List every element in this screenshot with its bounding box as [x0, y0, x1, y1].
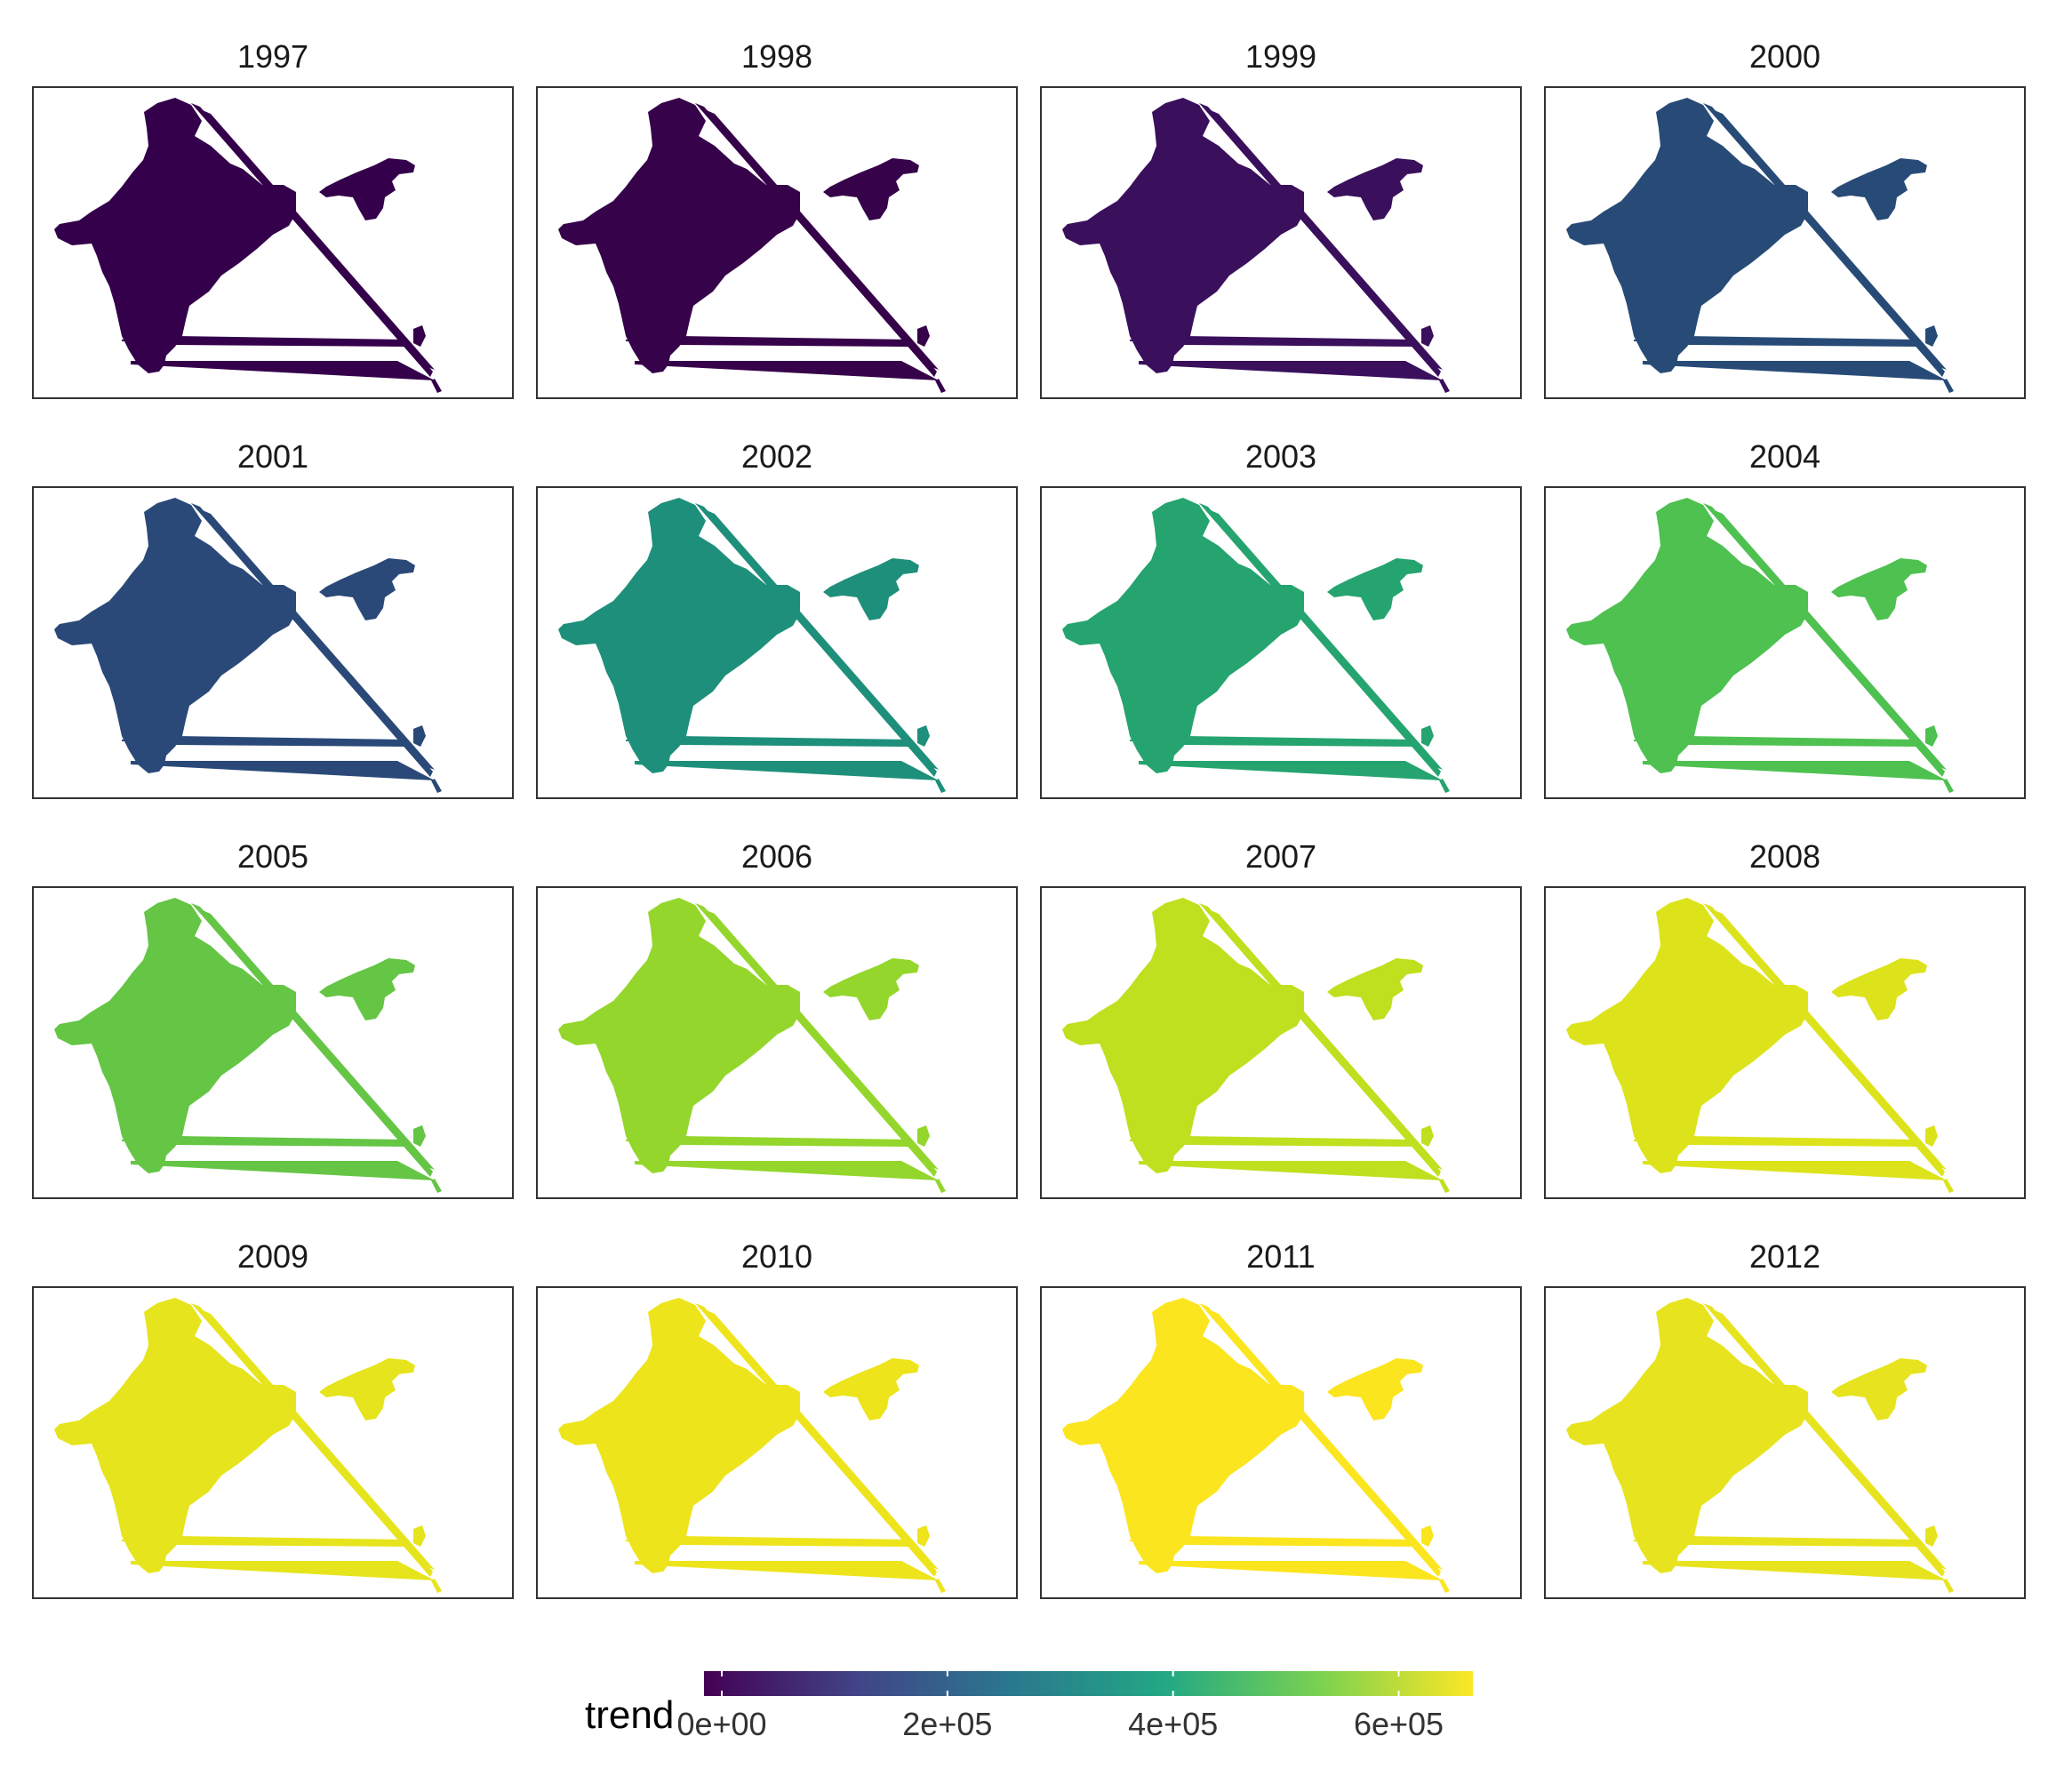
facet-panel-2005: 2005	[32, 838, 514, 1199]
colorbar-tick-label: 2e+05	[902, 1706, 992, 1742]
panel-border	[1544, 86, 2026, 399]
facet-title: 2011	[1246, 1238, 1315, 1275]
facet-panel-2010: 2010	[536, 1238, 1018, 1599]
india-map-region	[1062, 98, 1450, 393]
facet-panel-2004: 2004	[1544, 438, 2026, 799]
trend-colorbar-legend: trend 0e+00 2e+05 4e+05 6e+05	[585, 1671, 1473, 1742]
colorbar-tick-label: 0e+00	[676, 1706, 766, 1742]
india-map-region	[1062, 898, 1450, 1193]
facet-panel-2003: 2003	[1040, 438, 1522, 799]
india-map-region	[558, 1298, 946, 1593]
facet-panel-2008: 2008	[1544, 838, 2026, 1199]
india-map-region	[558, 898, 946, 1193]
facet-panel-1998: 1998	[536, 38, 1018, 399]
colorbar-tick-label: 6e+05	[1354, 1706, 1444, 1742]
facet-title: 2000	[1749, 38, 1820, 75]
india-map-region	[1062, 498, 1450, 793]
facet-title: 2012	[1749, 1238, 1820, 1275]
panel-border	[536, 86, 1018, 399]
india-map-region	[1566, 498, 1954, 793]
india-map-region	[1566, 1298, 1954, 1593]
india-map-region	[558, 98, 946, 393]
facet-title: 1999	[1245, 38, 1316, 75]
facet-title: 2009	[237, 1238, 308, 1275]
facet-panel-2001: 2001	[32, 438, 514, 799]
colorbar-ticks: 0e+00 2e+05 4e+05 6e+05	[676, 1671, 1444, 1742]
panel-border	[1544, 886, 2026, 1199]
india-map-region	[54, 98, 442, 393]
legend-title: trend	[585, 1693, 674, 1737]
facet-panel-1999: 1999	[1040, 38, 1522, 399]
panel-border	[536, 886, 1018, 1199]
facet-title: 2006	[741, 838, 812, 875]
facet-panel-2002: 2002	[536, 438, 1018, 799]
panel-border	[1544, 1286, 2026, 1599]
facet-title: 2001	[237, 438, 308, 475]
india-map-region	[1062, 1298, 1450, 1593]
india-map-region	[1566, 898, 1954, 1193]
facet-title: 2007	[1245, 838, 1316, 875]
facet-title: 2005	[237, 838, 308, 875]
india-map-region	[54, 498, 442, 793]
panel-border	[1040, 886, 1522, 1199]
facet-title: 2004	[1749, 438, 1820, 475]
india-map-region	[1566, 98, 1954, 393]
panel-border	[32, 86, 514, 399]
colorbar-tick-label: 4e+05	[1128, 1706, 1218, 1742]
panel-border	[1544, 486, 2026, 799]
facet-title: 1997	[237, 38, 308, 75]
panel-border	[1040, 1286, 1522, 1599]
facet-title: 2010	[741, 1238, 812, 1275]
facet-title: 2008	[1749, 838, 1820, 875]
facet-title: 2003	[1245, 438, 1316, 475]
facet-panel-2012: 2012	[1544, 1238, 2026, 1599]
facet-panel-2011: 2011	[1040, 1238, 1522, 1599]
panel-border	[32, 886, 514, 1199]
india-map-region	[54, 898, 442, 1193]
panel-border	[1040, 86, 1522, 399]
panel-border	[536, 1286, 1018, 1599]
facet-grid: 1997 1998 1999 2000 2001 2002 2003 2004 2005 2006…	[32, 38, 2026, 1599]
facet-panel-2007: 2007	[1040, 838, 1522, 1199]
facet-panel-2009: 2009	[32, 1238, 514, 1599]
india-map-region	[54, 1298, 442, 1593]
panel-border	[32, 1286, 514, 1599]
facet-panel-2006: 2006	[536, 838, 1018, 1199]
india-map-region	[558, 498, 946, 793]
panel-border	[1040, 486, 1522, 799]
facet-title: 1998	[741, 38, 812, 75]
facet-panel-2000: 2000	[1544, 38, 2026, 399]
facet-title: 2002	[741, 438, 812, 475]
colorbar	[704, 1671, 1473, 1696]
panel-border	[536, 486, 1018, 799]
facet-panel-1997: 1997	[32, 38, 514, 399]
panel-border	[32, 486, 514, 799]
